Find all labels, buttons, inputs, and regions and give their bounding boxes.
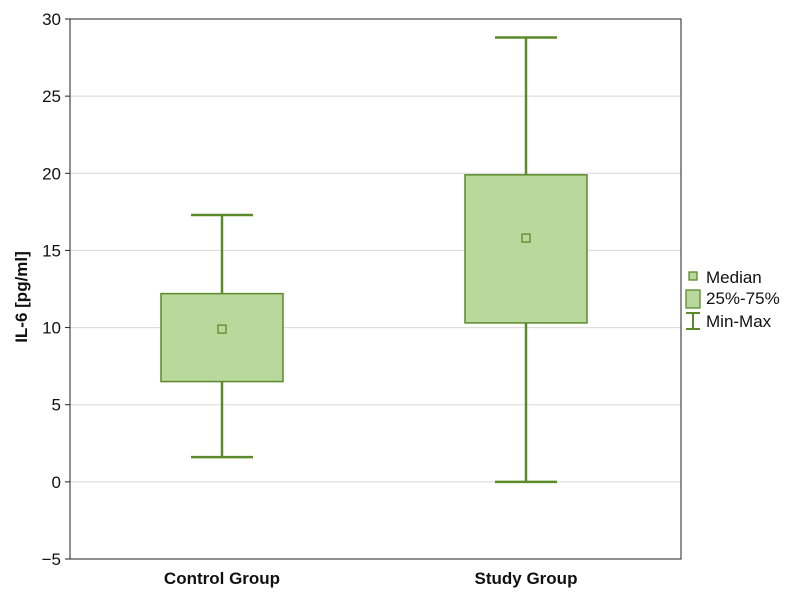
legend-median-marker bbox=[688, 271, 698, 281]
legend: Median 25%-75% Min-Max bbox=[685, 268, 780, 331]
y-tick-label: 15 bbox=[42, 241, 61, 260]
iqr-box bbox=[160, 292, 284, 383]
y-tick-label: 25 bbox=[42, 87, 61, 106]
y-tick-label: 20 bbox=[42, 164, 61, 183]
y-axis-ticks: −5 0 5 10 15 20 25 30 bbox=[42, 10, 70, 569]
x-category-label: Study Group bbox=[475, 569, 578, 588]
y-tick-label: 10 bbox=[42, 319, 61, 338]
boxes bbox=[160, 36, 588, 484]
box-group bbox=[160, 213, 284, 459]
legend-box-swatch bbox=[685, 289, 701, 309]
box-group bbox=[464, 36, 588, 484]
x-axis-labels: Control Group Study Group bbox=[164, 569, 578, 588]
iqr-box bbox=[464, 174, 588, 324]
gridlines bbox=[70, 95, 681, 483]
median-marker bbox=[521, 233, 531, 243]
plot-area-frame bbox=[69, 18, 682, 560]
y-tick-label: 5 bbox=[52, 396, 61, 415]
legend-box-label: 25%-75% bbox=[706, 289, 780, 308]
y-tick-label: 30 bbox=[42, 10, 61, 29]
legend-median-label: Median bbox=[706, 268, 762, 287]
x-category-label: Control Group bbox=[164, 569, 280, 588]
y-axis-label: IL-6 [pg/ml] bbox=[12, 251, 31, 343]
y-tick-label: 0 bbox=[52, 473, 61, 492]
y-tick-label: −5 bbox=[42, 550, 61, 569]
legend-whisker-label: Min-Max bbox=[706, 312, 772, 331]
median-marker bbox=[217, 324, 227, 334]
